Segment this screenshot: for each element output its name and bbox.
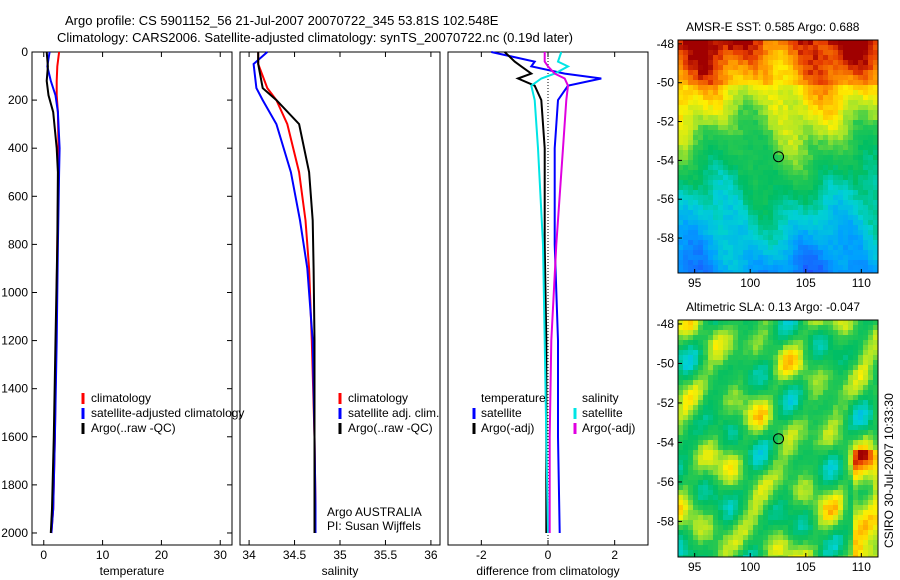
- legend-entry: satellite-adjusted climatology: [91, 406, 244, 420]
- legend-entry: climatology: [348, 391, 408, 405]
- side-stamp: CSIRO 30-Jul-2007 10:33:30: [882, 393, 896, 548]
- y-tick-label: -52: [657, 115, 675, 129]
- map-field: [678, 320, 878, 557]
- y-tick-label: 1200: [1, 334, 28, 348]
- figure-title-line-2: Climatology: CARS2006. Satellite-adjuste…: [57, 30, 573, 45]
- sla-map: Altimetric SLA: 0.13 Argo: -0.047 95 100 10…: [657, 300, 879, 574]
- series-line-3: [257, 52, 316, 533]
- y-tick-label: 1000: [1, 285, 28, 299]
- x-tick-label: 110: [852, 560, 871, 574]
- x-tick-label: 30: [214, 548, 228, 562]
- map-title: AMSR-E SST: 0.585 Argo: 0.688: [686, 20, 860, 34]
- legend-entry: Argo(..raw -QC): [91, 421, 176, 435]
- y-tick-label: -56: [657, 192, 675, 206]
- figure-title-line-1: Argo profile: CS 5901152_56 21-Jul-2007 …: [65, 13, 499, 28]
- profile-panel-3: -2 0 2 difference from climatology: [447, 51, 649, 578]
- legend-group-title: salinity: [582, 391, 619, 405]
- x-tick-label: 0: [40, 548, 47, 562]
- x-tick-label: 34.5: [283, 548, 307, 562]
- series-line-4: [543, 52, 570, 533]
- argo-location-marker: [773, 433, 785, 445]
- profile-panel-1: 0 10 20 30 0 200 400 600 800 1000 1200 1400 1600 1800…: [1, 45, 233, 578]
- x-tick-label: 2: [611, 548, 618, 562]
- y-tick-label: 800: [8, 237, 28, 251]
- x-tick-label: 20: [155, 548, 169, 562]
- x-tick-label: 100: [740, 276, 760, 290]
- y-tick-label: 200: [8, 93, 28, 107]
- x-tick-label: 0: [545, 548, 552, 562]
- x-axis-label: salinity: [322, 564, 359, 578]
- series-line-1: [491, 51, 602, 534]
- legend-panel-3: temperaturesatelliteArgo(-adj)salinitysa…: [472, 391, 635, 435]
- x-tick-label: 34: [242, 548, 256, 562]
- legend-entry: Argo(-adj): [582, 421, 635, 435]
- x-tick-label: 35: [333, 548, 347, 562]
- x-axis-label: difference from climatology: [476, 564, 619, 578]
- legend-entry: satellite adj. clim.: [348, 406, 439, 420]
- y-tick-label: 600: [8, 189, 28, 203]
- x-tick-label: 36: [424, 548, 438, 562]
- profile-panel-2: 34 34.5 35 35.5 36 salinity: [239, 51, 441, 578]
- x-tick-label: 105: [796, 276, 816, 290]
- y-tick-label: 0: [21, 45, 28, 59]
- y-tick-label: 1600: [1, 430, 28, 444]
- y-tick-label: -58: [657, 231, 675, 245]
- argo-location-marker: [773, 151, 785, 163]
- plot-frame: [239, 51, 441, 546]
- y-tick-label: 2000: [1, 526, 28, 540]
- x-axis-label: temperature: [100, 564, 165, 578]
- series-line-3: [530, 51, 571, 534]
- x-tick-label: 110: [852, 276, 871, 290]
- y-tick-label: -52: [657, 396, 675, 410]
- annotation-text: PI: Susan Wijffels: [327, 519, 421, 533]
- y-tick-label: -54: [657, 435, 675, 449]
- x-tick-label: 35.5: [374, 548, 398, 562]
- map-frame: [677, 319, 879, 558]
- x-tick-label: 105: [796, 560, 816, 574]
- plot-frame: [31, 51, 233, 546]
- legend-entry: Argo(..raw -QC): [348, 421, 433, 435]
- y-tick-label: -48: [657, 37, 675, 51]
- y-tick-label: -50: [657, 356, 675, 370]
- map-field: [678, 40, 878, 273]
- y-tick-label: 400: [8, 141, 28, 155]
- y-tick-label: -54: [657, 153, 675, 167]
- x-tick-label: -2: [476, 548, 487, 562]
- legend-entry: Argo(-adj): [481, 421, 534, 435]
- y-tick-label: -58: [657, 514, 675, 528]
- y-tick-label: 1400: [1, 382, 28, 396]
- x-tick-label: 100: [740, 560, 760, 574]
- series-line-2: [46, 51, 61, 534]
- legend-entry: climatology: [91, 391, 151, 405]
- legend-entry: satellite: [582, 406, 623, 420]
- y-tick-label: -50: [657, 76, 675, 90]
- sst-map: AMSR-E SST: 0.585 Argo: 0.688 95 100 105 110…: [657, 20, 879, 290]
- series-line-3: [45, 51, 59, 534]
- x-tick-label: 10: [96, 548, 110, 562]
- legend-group-title: temperature: [481, 391, 546, 405]
- legend-entry: satellite: [481, 406, 522, 420]
- map-title: Altimetric SLA: 0.13 Argo: -0.047: [686, 300, 860, 314]
- x-tick-label: 95: [688, 560, 702, 574]
- map-frame: [677, 39, 879, 274]
- y-tick-label: 1800: [1, 478, 28, 492]
- y-tick-label: -48: [657, 317, 675, 331]
- x-tick-label: 95: [688, 276, 702, 290]
- y-tick-label: -56: [657, 475, 675, 489]
- annotation-text: Argo AUSTRALIA: [327, 505, 422, 519]
- series-line-2: [504, 51, 548, 533]
